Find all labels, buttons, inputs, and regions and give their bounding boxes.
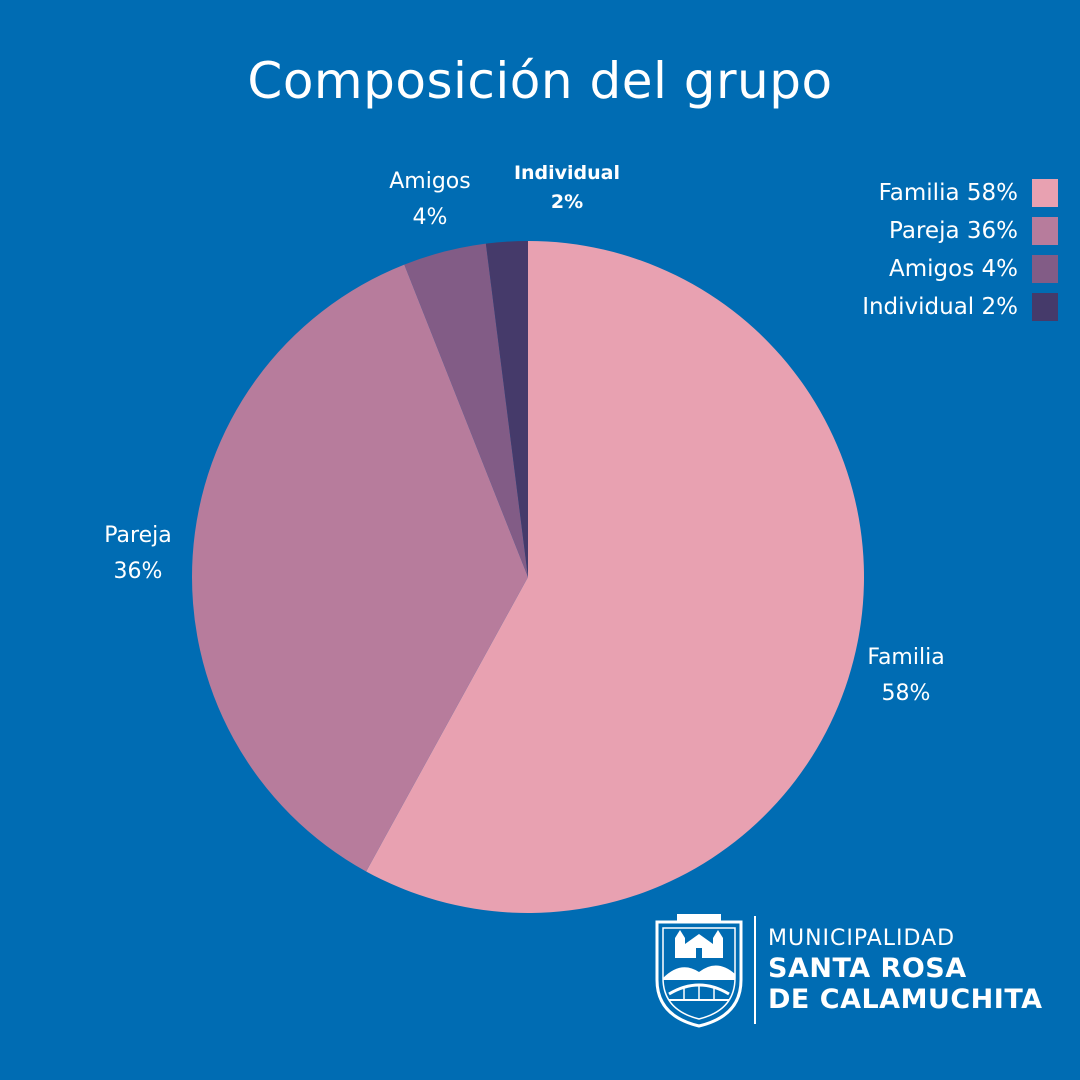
pie-chart xyxy=(192,241,864,913)
seal-placeholder xyxy=(656,916,742,1024)
pie-slice-individual xyxy=(485,241,528,577)
slice-label-individual: Individual 2% xyxy=(500,159,634,217)
logo-line-municipalidad: MUNICIPALIDAD xyxy=(768,926,956,951)
legend-item-familia: Familia 58% xyxy=(862,174,1058,212)
pie-slice-pareja xyxy=(192,264,528,872)
slice-label-familia: Familia 58% xyxy=(858,640,954,712)
logo-line-calamuchita: DE CALAMUCHITA xyxy=(768,984,1043,1015)
slice-percent: 36% xyxy=(113,559,163,584)
legend-item-pareja: Pareja 36% xyxy=(862,212,1058,250)
legend-label: Individual 2% xyxy=(862,294,1018,320)
chart-legend: Familia 58% Pareja 36% Amigos 4% Individ… xyxy=(862,174,1058,326)
legend-swatch xyxy=(1032,293,1058,321)
pie-slice-amigos xyxy=(404,243,528,577)
legend-swatch xyxy=(1032,179,1058,207)
pie-slice-familia xyxy=(366,241,864,913)
legend-item-individual: Individual 2% xyxy=(862,288,1058,326)
slice-name: Familia xyxy=(867,645,945,670)
chart-title: Composición del grupo xyxy=(247,52,833,110)
municipal-seal-logo xyxy=(655,914,743,1028)
slice-name: Individual xyxy=(513,162,621,184)
legend-label: Familia 58% xyxy=(878,180,1018,206)
logo-text: MUNICIPALIDAD SANTA ROSA DE CALAMUCHITA xyxy=(768,925,1043,1015)
slice-label-amigos: Amigos 4% xyxy=(378,164,482,236)
slice-label-pareja: Pareja 36% xyxy=(90,518,186,590)
legend-label: Amigos 4% xyxy=(889,256,1018,282)
slice-percent: 2% xyxy=(550,191,584,213)
slice-name: Pareja xyxy=(104,523,172,548)
municipality-logo: MUNICIPALIDAD SANTA ROSA DE CALAMUCHITA xyxy=(656,916,1043,1024)
logo-line-santa-rosa: SANTA ROSA xyxy=(768,953,967,984)
slice-name: Amigos xyxy=(389,169,471,194)
legend-item-amigos: Amigos 4% xyxy=(862,250,1058,288)
legend-label: Pareja 36% xyxy=(889,218,1018,244)
slice-percent: 58% xyxy=(881,681,931,706)
logo-divider xyxy=(754,916,756,1024)
legend-swatch xyxy=(1032,217,1058,245)
slice-percent: 4% xyxy=(412,205,448,230)
legend-swatch xyxy=(1032,255,1058,283)
